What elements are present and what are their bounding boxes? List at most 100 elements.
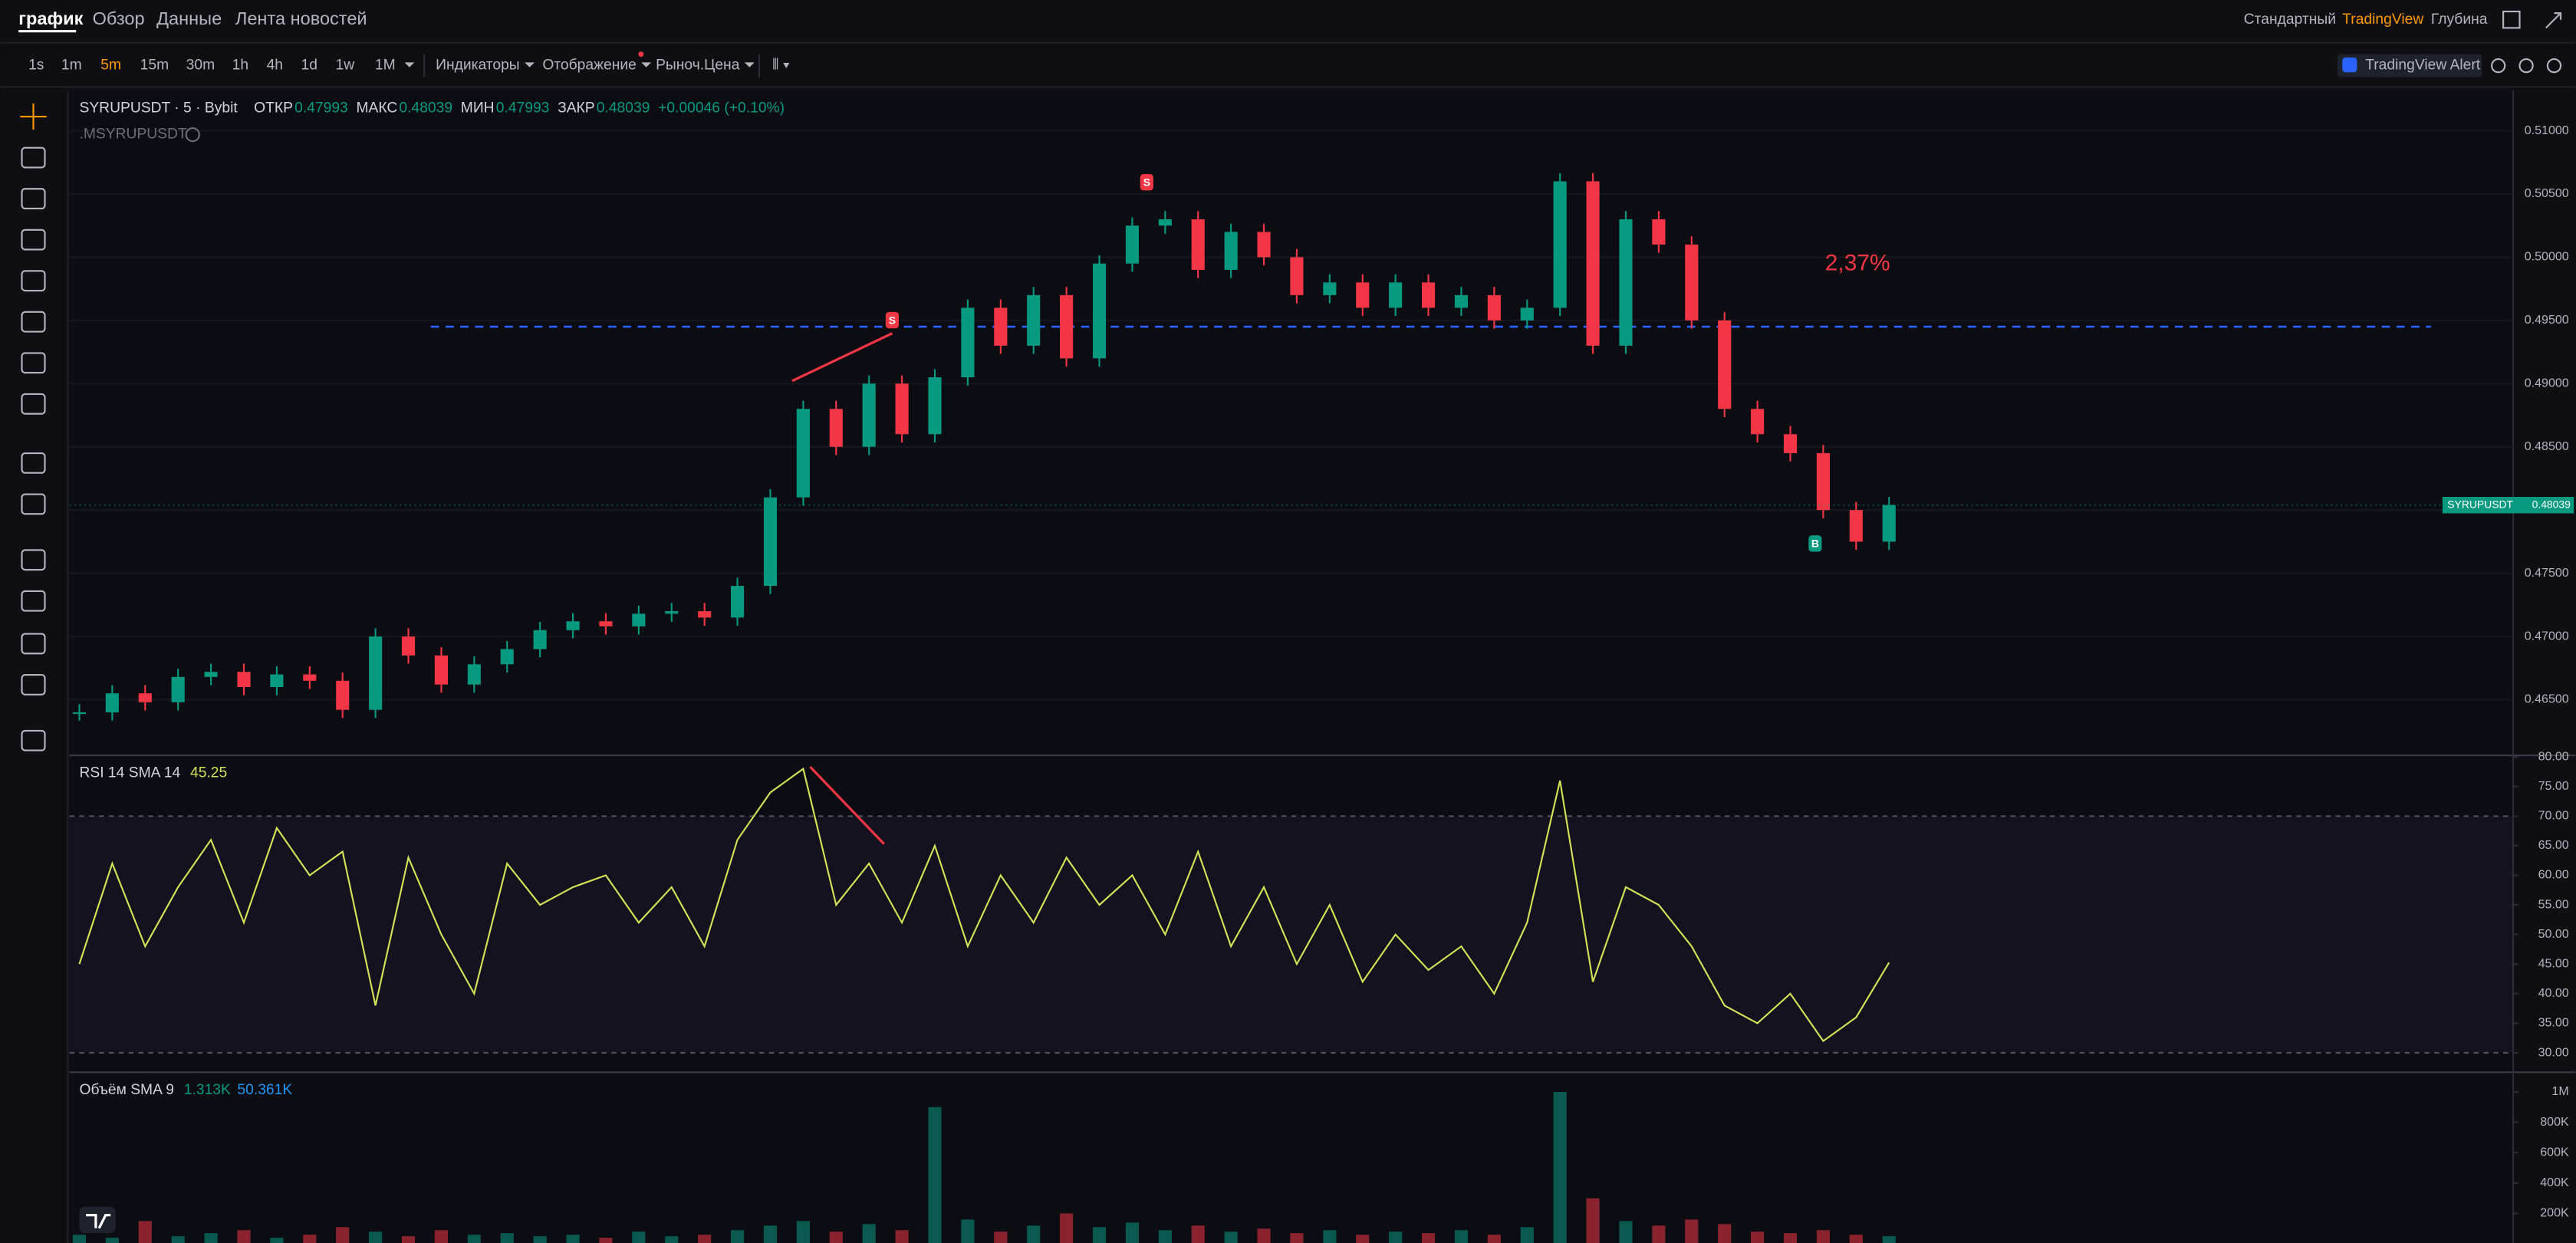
volume-bar bbox=[862, 1224, 876, 1243]
toolbar-icon[interactable] bbox=[2518, 58, 2534, 74]
tool-icon[interactable] bbox=[21, 270, 46, 292]
menu[interactable]: Индикаторы bbox=[436, 58, 520, 74]
candle bbox=[1224, 232, 1238, 270]
interval[interactable]: 4h bbox=[267, 58, 283, 74]
y-tick-label: 45.00 bbox=[2538, 957, 2569, 971]
volume-bar bbox=[1619, 1221, 1633, 1243]
annotation: 2,37% bbox=[1825, 251, 1890, 276]
alert-label[interactable]: TradingView Alert bbox=[2365, 58, 2481, 74]
volume-bar bbox=[369, 1231, 383, 1243]
tool-icon[interactable] bbox=[21, 352, 46, 374]
candle bbox=[928, 377, 942, 435]
y-tick-label: 0.51000 bbox=[2525, 123, 2569, 137]
tool-icon[interactable] bbox=[21, 729, 46, 751]
candle bbox=[401, 636, 416, 656]
candle bbox=[1487, 294, 1501, 321]
tool-icon[interactable] bbox=[21, 590, 46, 612]
volume-bar bbox=[730, 1230, 745, 1243]
volume-bar bbox=[994, 1231, 1008, 1243]
candle bbox=[796, 409, 810, 498]
tool-icon[interactable] bbox=[21, 549, 46, 571]
tool-icon[interactable] bbox=[21, 311, 46, 333]
volume-bar bbox=[1389, 1231, 1403, 1243]
volume-bar bbox=[1027, 1225, 1041, 1243]
layout-icon[interactable] bbox=[2502, 10, 2521, 29]
y-tick-label: 0.47000 bbox=[2525, 629, 2569, 643]
last-price-label: 0.48039 bbox=[2532, 498, 2571, 510]
interval[interactable]: 1d bbox=[301, 58, 317, 74]
volume-bar bbox=[138, 1221, 152, 1243]
volume-bar bbox=[698, 1235, 712, 1243]
alert-icon bbox=[2342, 57, 2357, 73]
candle bbox=[533, 630, 547, 649]
trend-line bbox=[809, 765, 885, 845]
mode-tab[interactable]: Глубина bbox=[2431, 12, 2488, 28]
interval[interactable]: 1M bbox=[375, 58, 396, 74]
volume-bar bbox=[237, 1230, 251, 1243]
interval[interactable]: 1h bbox=[232, 58, 248, 74]
volume-bar bbox=[1586, 1198, 1600, 1243]
volume-bar bbox=[1125, 1222, 1139, 1243]
tab[interactable]: Лента новостей bbox=[235, 8, 367, 28]
tab[interactable]: Данные bbox=[156, 8, 222, 28]
candle bbox=[1290, 257, 1304, 295]
candle bbox=[434, 655, 448, 685]
visibility-icon[interactable] bbox=[185, 127, 200, 143]
candle bbox=[171, 676, 185, 702]
interval[interactable]: 5m bbox=[100, 58, 121, 74]
y-tick-label: 80.00 bbox=[2538, 749, 2569, 763]
tool-icon[interactable] bbox=[21, 493, 46, 515]
tool-icon[interactable] bbox=[21, 229, 46, 251]
candle bbox=[895, 383, 909, 435]
expand-icon[interactable] bbox=[2545, 12, 2562, 29]
candle bbox=[1027, 294, 1041, 346]
y-tick-label: 0.46500 bbox=[2525, 692, 2569, 706]
last-price-tag bbox=[2442, 497, 2574, 514]
candle bbox=[1092, 263, 1107, 359]
tool-icon[interactable] bbox=[21, 188, 46, 210]
tool-icon[interactable] bbox=[21, 452, 46, 474]
interval[interactable]: 1w bbox=[336, 58, 355, 74]
menu[interactable]: Отображение bbox=[542, 58, 637, 74]
interval[interactable]: 1s bbox=[28, 58, 44, 74]
alert-button[interactable] bbox=[2337, 54, 2482, 77]
volume-bar bbox=[1487, 1235, 1501, 1243]
candle bbox=[467, 664, 481, 685]
y-tick-label: 0.50500 bbox=[2525, 186, 2569, 200]
dropdown-arrow bbox=[525, 62, 535, 67]
mode-tab[interactable]: TradingView bbox=[2342, 12, 2423, 28]
candle bbox=[1652, 219, 1666, 245]
indicator-value: 1.313K bbox=[184, 1082, 231, 1098]
tool-icon[interactable] bbox=[21, 633, 46, 655]
volume-bar bbox=[1060, 1213, 1074, 1243]
volume-bar bbox=[171, 1236, 185, 1243]
dropdown-arrow bbox=[641, 62, 652, 67]
tab[interactable]: Обзор bbox=[93, 8, 145, 28]
candle bbox=[862, 383, 876, 447]
candle bbox=[599, 621, 613, 626]
rsi-line bbox=[78, 767, 1890, 1043]
toolbar-icon[interactable] bbox=[2546, 58, 2562, 74]
y-tick-label: 55.00 bbox=[2538, 897, 2569, 911]
notice-dot bbox=[638, 51, 644, 58]
y-tick-label: 30.00 bbox=[2538, 1045, 2569, 1059]
tool-cursor[interactable] bbox=[20, 103, 47, 130]
interval[interactable]: 15m bbox=[140, 58, 169, 74]
tool-icon[interactable] bbox=[21, 674, 46, 695]
interval[interactable]: 1m bbox=[61, 58, 82, 74]
volume-bar bbox=[1882, 1236, 1896, 1243]
tool-icon[interactable] bbox=[21, 146, 46, 169]
tool-icon[interactable] bbox=[21, 393, 46, 415]
toolbar-icon[interactable] bbox=[2491, 58, 2506, 74]
menu[interactable]: Рыноч.Цена bbox=[656, 58, 740, 74]
candle bbox=[1718, 320, 1732, 409]
mode-tab[interactable]: Стандартный bbox=[2244, 12, 2336, 28]
candle bbox=[369, 636, 383, 710]
logo bbox=[86, 1213, 111, 1229]
volume-bar bbox=[763, 1225, 778, 1243]
interval[interactable]: 30m bbox=[186, 58, 215, 74]
tab[interactable]: график bbox=[18, 8, 83, 28]
volume-bar bbox=[72, 1235, 87, 1243]
dropdown-arrow bbox=[404, 62, 415, 67]
